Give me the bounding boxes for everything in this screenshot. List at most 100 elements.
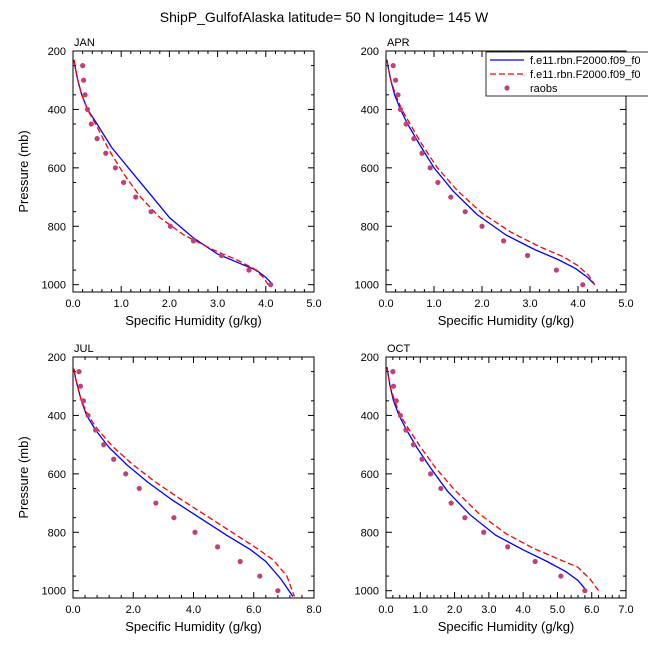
legend-label: raobs [530, 83, 558, 95]
raobs-point [390, 383, 397, 389]
legend-label: f.e11.rbn.F2000.f09_f0 [530, 55, 641, 67]
raobs-point [448, 500, 454, 506]
y-tick-label: 1000 [355, 586, 379, 598]
raobs-point [133, 194, 139, 200]
raobs-point [215, 544, 221, 550]
plot-frame-oct [385, 356, 627, 599]
panel-apr: APR 0.0 1.0 2.0 3.0 4.0 5.0 200 400 600 800 1000 Spe… [355, 37, 634, 328]
raobs-point [580, 282, 586, 288]
raobs-point [390, 369, 396, 375]
raobs-point [171, 515, 177, 521]
raobs-point [411, 136, 417, 142]
raobs-point [111, 456, 117, 462]
panel-jan: JAN 0.0 1.0 2.0 3.0 4.0 5.0 200 400 600 800 1000 Spe… [16, 37, 322, 328]
raobs-point [237, 558, 243, 565]
raobs-point [532, 558, 538, 565]
plot-frame-jul [72, 356, 315, 599]
panel-label-apr: APR [387, 37, 410, 49]
y-tick-label: 400 [48, 410, 66, 422]
raobs-point [82, 92, 88, 98]
raobs-point [268, 282, 274, 288]
raobs-point [448, 194, 454, 200]
raobs-point [275, 588, 281, 594]
raobs-point [85, 412, 91, 419]
x-tick-label: 1.0 [114, 298, 129, 310]
x-tick-label: 0.0 [65, 298, 80, 310]
raobs-point [427, 471, 434, 477]
raobs-point [393, 398, 399, 404]
raobs-point [92, 427, 99, 433]
y-tick-label: 600 [48, 163, 66, 175]
x-tick-label: 5.0 [618, 298, 633, 310]
raobs-point [427, 165, 433, 171]
raobs-point [553, 267, 560, 273]
raobs-point [84, 106, 91, 113]
raobs-point [435, 179, 441, 186]
raobs-point [80, 63, 86, 69]
panel-label-oct: OCT [387, 343, 411, 355]
series-line-1-oct [386, 367, 588, 592]
y-tick-label: 600 [361, 163, 379, 175]
x-tick-label: 6.0 [584, 604, 599, 616]
raobs-point [462, 515, 468, 521]
raobs-point [153, 500, 159, 506]
y-tick-label: 1000 [42, 280, 66, 292]
y-tick-label: 400 [361, 104, 379, 116]
y-tick-label: 1000 [42, 586, 66, 598]
raobs-point [76, 369, 82, 375]
x-axis-title-apr: Specific Humidity (g/kg) [438, 313, 575, 328]
raobs-point [403, 121, 409, 127]
y-tick-label: 200 [361, 352, 379, 364]
x-tick-label: 0.0 [378, 604, 393, 616]
y-axis-title-jan: Pressure (mb) [16, 130, 31, 212]
x-tick-label: 1.0 [413, 604, 428, 616]
x-tick-label: 3.0 [481, 604, 496, 616]
raobs-point [558, 573, 564, 579]
series-line-2-jul [73, 368, 296, 597]
plot-frame-jan [72, 50, 315, 293]
raobs-point [88, 121, 94, 127]
y-axis-title-jul: Pressure (mb) [16, 436, 31, 518]
y-tick-label: 800 [48, 527, 66, 539]
raobs-point [525, 252, 531, 259]
plot-frame-apr [385, 50, 627, 293]
raobs-point [438, 485, 444, 492]
legend-marker [504, 85, 510, 91]
y-tick-label: 600 [48, 469, 66, 481]
raobs-point [101, 442, 107, 448]
raobs-point [246, 267, 252, 273]
x-tick-label: 0.0 [378, 298, 393, 310]
y-tick-label: 400 [48, 104, 66, 116]
panel-oct: OCT 0.0 1.0 2.0 3.0 4.0 5.0 6.0 7.0 200 400 600 800 1… [355, 343, 634, 634]
raobs-point [218, 252, 225, 259]
raobs-point [397, 412, 403, 419]
raobs-point [81, 77, 87, 83]
y-tick-label: 800 [48, 221, 66, 233]
raobs-point [80, 398, 87, 404]
legend: f.e11.rbn.F2000.f09_f0 f.e11.rbn.F2000.f0… [485, 51, 648, 97]
raobs-point [121, 179, 127, 186]
raobs-point [257, 573, 263, 579]
series-line-1-jan [73, 59, 274, 286]
y-tick-label: 800 [361, 221, 379, 233]
raobs-point [77, 383, 84, 389]
x-tick-label: 7.0 [618, 604, 633, 616]
raobs-point [403, 427, 409, 433]
raobs-point [148, 209, 154, 215]
raobs-point [582, 588, 588, 594]
raobs-point [94, 136, 100, 142]
raobs-point [390, 63, 396, 69]
raobs-point [410, 442, 417, 448]
y-tick-label: 200 [48, 352, 66, 364]
raobs-point [136, 485, 142, 492]
raobs-point [112, 165, 119, 171]
x-tick-label: 2.0 [126, 604, 141, 616]
x-tick-label: 2.0 [474, 298, 489, 310]
x-tick-label: 6.0 [246, 604, 261, 616]
chart-title: ShipP_GulfofAlaska latitude= 50 N longit… [160, 9, 489, 25]
raobs-point [505, 544, 511, 550]
panel-label-jan: JAN [74, 37, 95, 49]
x-tick-label: 3.0 [210, 298, 225, 310]
x-axis-title-jul: Specific Humidity (g/kg) [125, 619, 262, 634]
